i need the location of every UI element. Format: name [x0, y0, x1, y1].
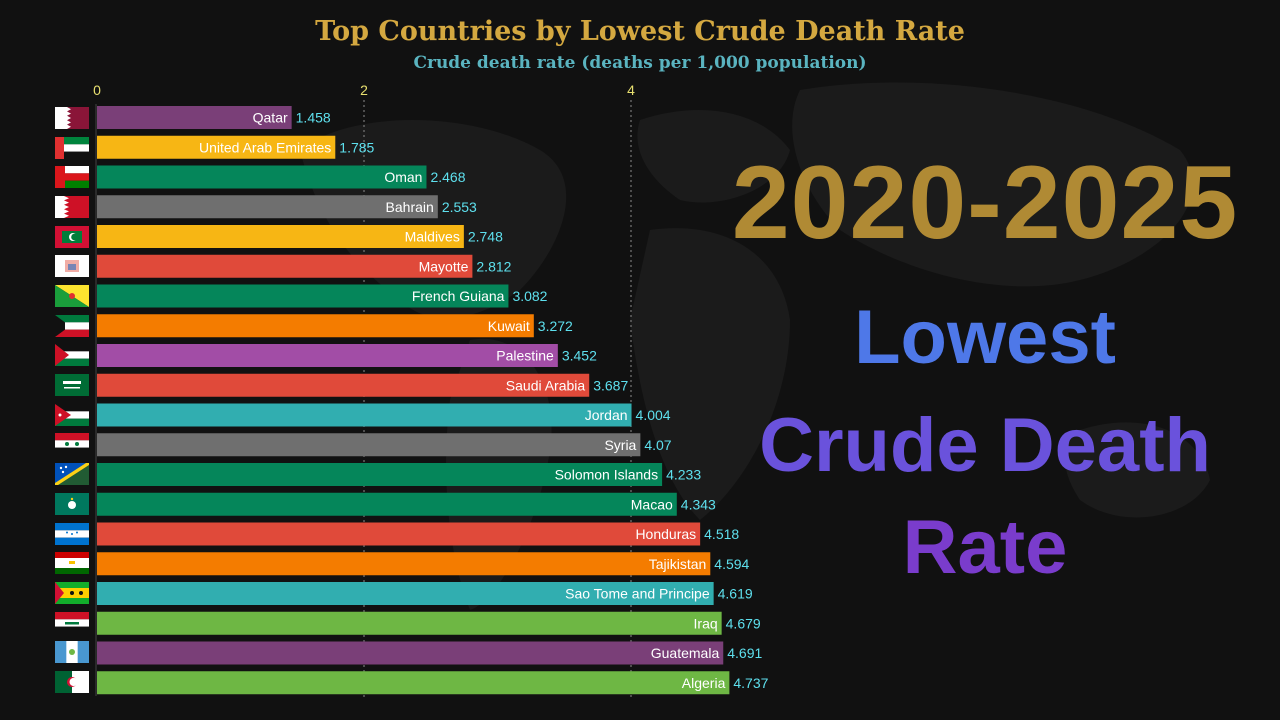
bar-bahrain [97, 195, 438, 219]
bar-syria [97, 433, 641, 457]
oman-flag-icon [55, 166, 89, 188]
value-label-palestine: 3.452 [562, 348, 597, 364]
category-label-maldives: Maldives [405, 229, 460, 245]
saudi-arabia-flag-icon [55, 374, 89, 396]
map-australia [1065, 422, 1210, 518]
honduras-flag-icon [55, 523, 89, 545]
x-tick-label: 2 [360, 82, 368, 98]
category-label-saudi-arabia: Saudi Arabia [506, 377, 586, 393]
value-label-mayotte: 2.812 [476, 258, 511, 274]
guatemala-flag-icon [55, 641, 89, 663]
x-tick-label: 4 [627, 82, 635, 98]
value-label-jordan: 4.004 [636, 407, 671, 423]
category-label-bahrain: Bahrain [386, 199, 434, 215]
category-label-algeria: Algeria [682, 675, 726, 691]
syria-flag-icon [55, 433, 89, 455]
bar-mayotte [97, 254, 473, 278]
bar-saudi-arabia [97, 373, 590, 397]
category-label-french-guiana: French Guiana [412, 288, 505, 304]
bar-united-arab-emirates [97, 135, 336, 159]
category-label-sao-tome-and-principe: Sao Tome and Principe [565, 586, 710, 602]
chart-subtitle: Crude death rate (deaths per 1,000 popul… [413, 53, 867, 73]
map-africa [630, 228, 790, 520]
side-title-line-3: Rate [902, 505, 1068, 590]
value-label-maldives: 2.748 [468, 229, 503, 245]
chart-title: Top Countries by Lowest Crude Death Rate [315, 16, 965, 47]
value-label-kuwait: 3.272 [538, 318, 573, 334]
value-label-bahrain: 2.553 [442, 199, 477, 215]
category-label-palestine: Palestine [496, 348, 554, 364]
value-label-saudi-arabia: 3.687 [593, 377, 628, 393]
bahrain-flag-icon [55, 196, 89, 218]
category-label-solomon-islands: Solomon Islands [555, 467, 659, 483]
side-title-line-1: Lowest [854, 295, 1116, 380]
bar-solomon-islands [97, 463, 663, 486]
bar-macao [97, 492, 677, 516]
value-label-honduras: 4.518 [704, 526, 739, 542]
bar-iraq [97, 611, 722, 635]
category-label-tajikistan: Tajikistan [649, 556, 707, 572]
category-label-macao: Macao [631, 496, 673, 512]
value-label-qatar: 1.458 [296, 110, 331, 126]
map-asia [792, 82, 1193, 287]
iraq-flag-icon [55, 612, 89, 634]
bar-palestine [97, 344, 558, 367]
gridlines [363, 100, 632, 698]
jordan-flag-icon [55, 404, 89, 426]
category-label-iraq: Iraq [694, 615, 718, 631]
palestine-flag-icon [55, 344, 89, 366]
value-label-sao-tome-and-principe: 4.619 [718, 586, 753, 602]
category-label-oman: Oman [384, 169, 422, 185]
category-label-kuwait: Kuwait [488, 318, 530, 334]
side-title-line-2: Crude Death [759, 403, 1211, 488]
category-label-jordan: Jordan [585, 407, 628, 423]
french-guiana-flag-icon [55, 285, 89, 307]
bar-kuwait [97, 314, 534, 338]
value-label-united-arab-emirates: 1.785 [339, 139, 374, 155]
value-label-tajikistan: 4.594 [714, 556, 749, 572]
bar-tajikistan [97, 552, 711, 576]
tajikistan-flag-icon [55, 552, 89, 574]
bar-guatemala [97, 641, 724, 665]
bar-sao-tome-and-principe [97, 582, 714, 605]
category-label-guatemala: Guatemala [651, 645, 720, 661]
bar-honduras [97, 522, 701, 546]
algeria-flag-icon [55, 671, 89, 693]
value-label-syria: 4.07 [644, 437, 671, 453]
category-label-qatar: Qatar [253, 110, 288, 126]
category-label-honduras: Honduras [635, 526, 696, 542]
maldives-flag-icon [55, 226, 89, 248]
value-label-solomon-islands: 4.233 [666, 467, 701, 483]
value-label-algeria: 4.737 [733, 675, 768, 691]
category-label-mayotte: Mayotte [419, 258, 469, 274]
solomon-islands-flag-icon [55, 463, 89, 485]
value-label-iraq: 4.679 [726, 615, 761, 631]
bars: Qatar 1.458 United Arab Emirates 1.785 Oman 2… [97, 106, 769, 695]
category-label-united-arab-emirates: United Arab Emirates [199, 139, 331, 155]
kuwait-flag-icon [55, 315, 89, 337]
macao-flag-icon [55, 493, 89, 515]
value-label-macao: 4.343 [681, 496, 716, 512]
bar-french-guiana [97, 284, 509, 308]
x-tick-label: 0 [93, 82, 101, 98]
value-label-oman: 2.468 [430, 169, 465, 185]
map-europe [637, 110, 790, 203]
flags [55, 107, 89, 693]
bar-algeria [97, 671, 730, 695]
bar-jordan [97, 403, 632, 427]
bar-maldives [97, 225, 464, 248]
uae-flag-icon [55, 137, 89, 159]
period-label: 2020-2025 [731, 145, 1239, 261]
bar-qatar [97, 106, 292, 129]
qatar-flag-icon [55, 107, 89, 129]
bar-oman [97, 165, 427, 189]
x-axis-ticks: 0 2 4 [93, 82, 635, 98]
value-label-french-guiana: 3.082 [512, 288, 547, 304]
value-label-guatemala: 4.691 [727, 645, 762, 661]
sao-tome-and-principe-flag-icon [55, 582, 89, 604]
mayotte-flag-icon [55, 255, 89, 277]
category-label-syria: Syria [604, 437, 636, 453]
